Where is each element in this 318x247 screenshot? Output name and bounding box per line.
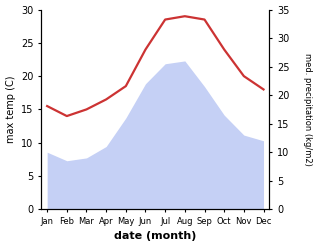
Y-axis label: med. precipitation (kg/m2): med. precipitation (kg/m2)	[303, 53, 313, 166]
X-axis label: date (month): date (month)	[114, 231, 197, 242]
Y-axis label: max temp (C): max temp (C)	[5, 76, 16, 143]
